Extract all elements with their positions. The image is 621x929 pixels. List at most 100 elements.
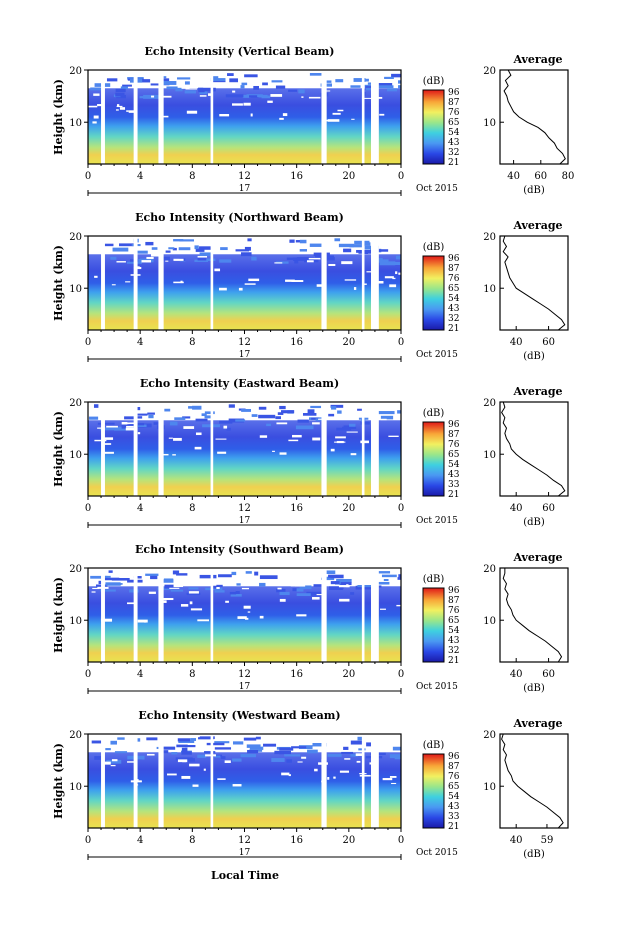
colorbar-tick-label: 65 [448, 118, 460, 128]
echo-patch [331, 406, 337, 410]
echo-patch [341, 751, 354, 754]
echo-patch [220, 756, 226, 760]
echo-patch [175, 87, 183, 92]
echo-patch [136, 79, 151, 83]
echo-patch [115, 88, 126, 93]
echo-patch [275, 416, 281, 420]
echo-patch [112, 247, 129, 252]
noise-hole [338, 585, 350, 588]
noise-hole [363, 283, 367, 285]
noise-hole [360, 440, 369, 444]
colorbar-tick-label: 65 [448, 284, 460, 294]
colorbar-label: (dB) [423, 740, 445, 751]
echo-patch [251, 256, 257, 261]
echo-patch [165, 250, 171, 253]
noise-hole [270, 94, 283, 97]
x-tick-label: 4 [137, 503, 143, 514]
noise-hole [173, 585, 184, 588]
echo-patch [232, 758, 242, 762]
colorbar-tick-label: 43 [448, 304, 460, 314]
noise-hole [189, 763, 200, 767]
noise-hole [215, 438, 227, 440]
echo-patch [379, 261, 396, 266]
echo-patch [201, 413, 207, 417]
echo-patch [115, 92, 125, 97]
x-tick-label: 0 [85, 835, 91, 846]
noise-hole [337, 109, 344, 112]
data-gap [371, 734, 379, 828]
noise-hole [392, 277, 396, 280]
echo-patch [343, 248, 352, 253]
echo-patch [148, 414, 154, 419]
average-profile-line [501, 733, 564, 829]
echo-patch [97, 422, 115, 425]
echo-patch [263, 743, 277, 747]
noise-hole [110, 764, 116, 767]
noise-hole [346, 431, 358, 433]
echo-patch [158, 746, 176, 750]
noise-hole [101, 443, 112, 445]
echo-patch [266, 423, 271, 427]
echo-patch [194, 259, 209, 262]
echo-patch [357, 736, 364, 741]
echo-patch [383, 578, 389, 582]
echo-patch [350, 85, 361, 88]
data-gap [101, 236, 105, 330]
echo-patch [188, 587, 199, 590]
colorbar-label: (dB) [423, 76, 445, 87]
echo-patch [349, 244, 364, 248]
noise-hole [195, 432, 202, 436]
echo-patch [172, 247, 177, 251]
echo-patch [88, 416, 99, 420]
noise-hole [119, 107, 126, 110]
colorbar [422, 753, 445, 829]
colorbar-tick-label: 43 [448, 636, 460, 646]
avg-x-axis-label: (dB) [523, 517, 545, 528]
echo-patch [364, 78, 369, 82]
echo-patch [276, 261, 289, 264]
echo-patch [386, 88, 398, 92]
echo-patch [186, 592, 201, 596]
noise-hole [351, 118, 355, 120]
avg-x-tick-label: 60 [534, 171, 547, 182]
noise-hole [214, 268, 221, 272]
noise-hole [128, 110, 136, 113]
y-axis-label: Height (km) [52, 411, 65, 487]
colorbar-tick-label: 96 [448, 254, 460, 264]
noise-hole [88, 105, 98, 108]
noise-hole [277, 587, 282, 590]
echo-patch [90, 87, 103, 91]
noise-hole [339, 770, 350, 773]
panel-title: Echo Intensity (Westward Beam) [138, 709, 340, 722]
noise-hole [301, 756, 307, 759]
noise-hole [126, 425, 134, 428]
average-title: Average [512, 53, 562, 66]
noise-hole [93, 93, 100, 96]
avg-x-tick-label: 60 [542, 337, 555, 348]
echo-patch [281, 410, 295, 414]
noise-hole [173, 258, 184, 261]
echo-patch [226, 427, 231, 431]
echo-patch [249, 746, 264, 750]
echo-patch [150, 83, 160, 86]
noise-hole [205, 754, 216, 757]
date-label: Oct 2015 [416, 350, 458, 360]
noise-hole [185, 88, 198, 90]
avg-x-tick-label: 40 [507, 171, 520, 182]
echo-patch [262, 82, 268, 86]
x-tick-label: 12 [238, 503, 251, 514]
echo-patch [337, 587, 344, 590]
echo-patch [100, 589, 116, 592]
x-tick-label: 20 [342, 669, 355, 680]
day-label: 17 [239, 184, 251, 194]
echo-patch [298, 89, 305, 94]
echo-patch [324, 570, 336, 575]
echo-patch [145, 573, 160, 576]
noise-hole [281, 772, 290, 776]
echo-patch [258, 406, 267, 410]
noise-hole [121, 421, 128, 425]
x-tick-label: 8 [189, 337, 195, 348]
data-gap [210, 402, 214, 496]
noise-hole [388, 435, 399, 437]
x-tick-label: 0 [398, 503, 404, 514]
